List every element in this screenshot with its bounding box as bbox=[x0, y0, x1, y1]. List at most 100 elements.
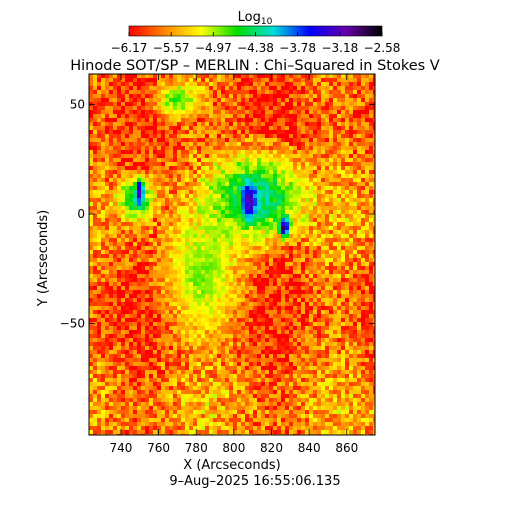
heatmap-cell bbox=[293, 154, 298, 159]
heatmap-cell bbox=[225, 150, 230, 155]
heatmap-cell bbox=[269, 122, 274, 127]
heatmap-cell bbox=[121, 198, 126, 203]
heatmap-cell bbox=[305, 242, 310, 247]
heatmap-cell bbox=[297, 302, 302, 307]
heatmap-cell bbox=[241, 170, 246, 175]
heatmap-cell bbox=[261, 298, 266, 303]
heatmap-cell bbox=[197, 330, 202, 335]
heatmap-cell bbox=[93, 274, 98, 279]
heatmap-cell bbox=[277, 334, 282, 339]
heatmap-cell bbox=[357, 310, 362, 315]
heatmap-cell bbox=[193, 254, 198, 259]
heatmap-cell bbox=[185, 282, 190, 287]
heatmap-cell bbox=[257, 122, 262, 127]
heatmap-cell bbox=[245, 294, 250, 299]
heatmap-cell bbox=[349, 74, 354, 79]
heatmap-cell bbox=[181, 270, 186, 275]
heatmap-cell bbox=[161, 226, 166, 231]
heatmap-cell bbox=[269, 246, 274, 251]
heatmap-cell bbox=[345, 194, 350, 199]
heatmap-cell bbox=[301, 318, 306, 323]
heatmap-cell bbox=[325, 226, 330, 231]
heatmap-cell bbox=[117, 154, 122, 159]
heatmap-cell bbox=[293, 242, 298, 247]
heatmap-cell bbox=[101, 190, 106, 195]
heatmap-cell bbox=[309, 126, 314, 131]
heatmap-cell bbox=[353, 146, 358, 151]
heatmap-cell bbox=[177, 110, 182, 115]
heatmap-cell bbox=[345, 146, 350, 151]
heatmap-cell bbox=[197, 142, 202, 147]
heatmap-cell bbox=[321, 194, 326, 199]
heatmap-cell bbox=[101, 250, 106, 255]
heatmap-cell bbox=[349, 114, 354, 119]
heatmap-cell bbox=[353, 126, 358, 131]
heatmap-cell bbox=[265, 270, 270, 275]
heatmap-cell bbox=[325, 270, 330, 275]
heatmap-cell bbox=[141, 174, 146, 179]
heatmap-cell bbox=[285, 214, 290, 219]
heatmap-cell bbox=[189, 234, 194, 239]
heatmap-cell bbox=[117, 118, 122, 123]
heatmap-cell bbox=[93, 150, 98, 155]
colorbar-tick-label: −4.38 bbox=[237, 41, 274, 55]
heatmap-cell bbox=[189, 166, 194, 171]
heatmap-cell bbox=[373, 118, 375, 123]
heatmap-cell bbox=[269, 258, 274, 263]
heatmap-cell bbox=[89, 118, 94, 123]
heatmap-cell bbox=[93, 190, 98, 195]
heatmap-cell bbox=[153, 206, 158, 211]
heatmap-cell bbox=[229, 178, 234, 183]
heatmap-cell bbox=[313, 238, 318, 243]
heatmap-cell bbox=[141, 258, 146, 263]
heatmap-cell bbox=[113, 170, 118, 175]
heatmap-cell bbox=[205, 186, 210, 191]
heatmap-cell bbox=[293, 270, 298, 275]
heatmap-cell bbox=[333, 278, 338, 283]
heatmap-cell bbox=[109, 130, 114, 135]
heatmap-cell bbox=[141, 246, 146, 251]
heatmap-cell bbox=[289, 110, 294, 115]
heatmap-cell bbox=[209, 318, 214, 323]
heatmap-cell bbox=[205, 174, 210, 179]
heatmap-cell bbox=[141, 142, 146, 147]
heatmap-cell bbox=[221, 274, 226, 279]
colorbar-label-sub: 10 bbox=[261, 17, 273, 27]
heatmap-cell bbox=[209, 186, 214, 191]
heatmap-cell bbox=[141, 122, 146, 127]
heatmap-cell bbox=[193, 310, 198, 315]
heatmap-cell bbox=[93, 334, 98, 339]
heatmap-cell bbox=[349, 338, 354, 343]
heatmap-cell bbox=[345, 346, 350, 351]
heatmap-cell bbox=[157, 190, 162, 195]
heatmap-cell bbox=[189, 278, 194, 283]
heatmap-cell bbox=[297, 126, 302, 131]
heatmap-cell bbox=[117, 214, 122, 219]
heatmap-cell bbox=[261, 238, 266, 243]
heatmap-cell bbox=[325, 186, 330, 191]
heatmap-cell bbox=[201, 322, 206, 327]
heatmap-cell bbox=[273, 134, 278, 139]
heatmap-cell bbox=[273, 198, 278, 203]
heatmap-cell bbox=[325, 198, 330, 203]
heatmap-cell bbox=[341, 174, 346, 179]
heatmap-cell bbox=[265, 174, 270, 179]
heatmap-cell bbox=[121, 94, 126, 99]
heatmap-cell bbox=[89, 206, 94, 211]
heatmap-cell bbox=[257, 106, 262, 111]
heatmap-cell bbox=[221, 82, 226, 87]
heatmap-cell bbox=[241, 114, 246, 119]
heatmap-cell bbox=[289, 346, 294, 351]
heatmap-cell bbox=[189, 242, 194, 247]
heatmap-cell bbox=[353, 234, 358, 239]
heatmap-cell bbox=[261, 190, 266, 195]
heatmap-cell bbox=[133, 246, 138, 251]
heatmap-cell bbox=[225, 110, 230, 115]
heatmap-cell bbox=[181, 214, 186, 219]
heatmap-cell bbox=[201, 290, 206, 295]
heatmap-cell bbox=[293, 246, 298, 251]
heatmap-cell bbox=[97, 214, 102, 219]
heatmap-cell bbox=[97, 98, 102, 103]
heatmap-cell bbox=[317, 306, 322, 311]
heatmap-cell bbox=[97, 270, 102, 275]
